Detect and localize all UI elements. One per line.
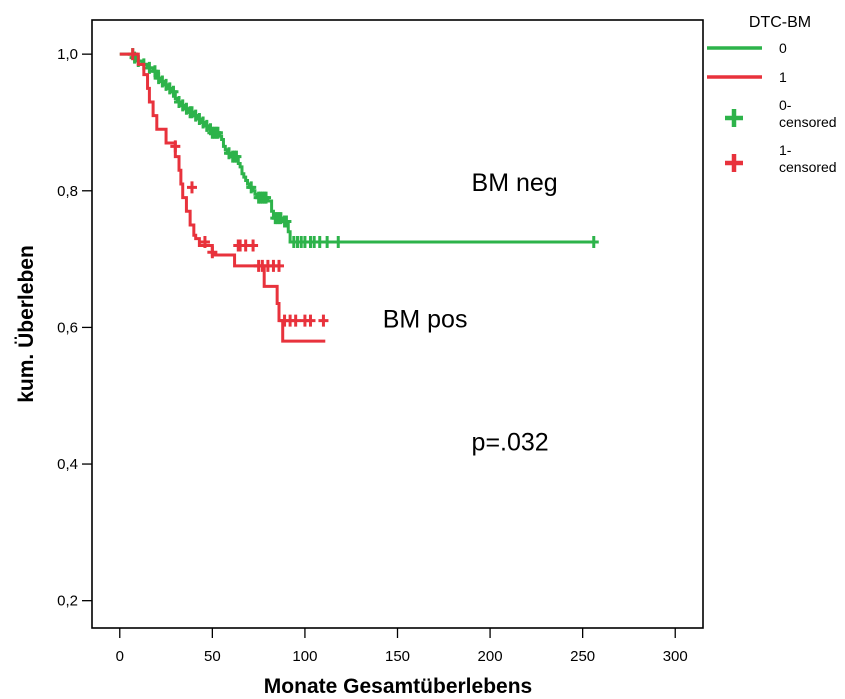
series-layer (119, 48, 599, 343)
legend-label: 0-censored (779, 97, 837, 130)
series-0-censor-mark (212, 126, 223, 139)
x-tick-label: 100 (292, 648, 317, 665)
series-1-censor-mark (199, 236, 210, 249)
annotation-layer: BM neg BM pos p=.032 (383, 169, 558, 457)
series-1-censor-mark (274, 259, 285, 272)
series-1-censor-mark (290, 314, 301, 327)
legend-title: DTC-BM (749, 14, 811, 31)
y-tick-label: 0,6 (57, 319, 78, 336)
legend-label: 1 (779, 69, 787, 85)
series-0-censor-mark (168, 85, 179, 98)
x-tick-label: 250 (570, 648, 595, 665)
series-1-curve (119, 52, 326, 343)
y-tick-label: 0,2 (57, 593, 78, 610)
legend-label: 0 (779, 40, 787, 56)
series-1-censor-mark (186, 181, 197, 194)
series-0-censor-mark (144, 61, 155, 74)
series-0-censor-mark (246, 181, 257, 194)
series-1-censor-mark (318, 314, 329, 327)
x-tick-label: 200 (478, 648, 503, 665)
series-0-censor-mark (333, 236, 344, 249)
x-axis-ticks: 0 50 100 150 200 250 300 (116, 628, 688, 665)
series-0-censor-mark (588, 236, 599, 249)
series-0-censor-mark (231, 150, 242, 163)
annotation-label: BM pos (383, 305, 468, 333)
series-1-censor-mark (127, 48, 138, 61)
legend: DTC-BM 0 1 0-censored 1-censored (707, 14, 837, 175)
series-1-censor-mark (248, 239, 259, 252)
y-tick-label: 0,4 (57, 456, 78, 473)
series-1-censor-mark (305, 314, 316, 327)
annotation-label: p=.032 (472, 428, 549, 456)
series-0-censor-mark (322, 236, 333, 249)
y-axis-ticks: 0,2 0,4 0,6 0,8 1,0 (57, 46, 92, 610)
series-0-censor-mark (281, 215, 292, 228)
annotation-label: BM neg (472, 169, 558, 197)
x-axis-label: Monate Gesamtüberlebens (264, 675, 532, 698)
legend-marker-swatch (725, 154, 743, 172)
y-tick-label: 1,0 (57, 46, 78, 63)
x-tick-label: 150 (385, 648, 410, 665)
series-1-censor-mark (170, 140, 181, 153)
x-tick-label: 50 (204, 648, 221, 665)
series-0-censor-mark (261, 191, 272, 204)
series-1-censor-mark (207, 246, 218, 259)
x-tick-label: 0 (116, 648, 124, 665)
legend-marker-swatch (725, 109, 743, 127)
x-tick-label: 300 (663, 648, 688, 665)
legend-label: 1-censored (779, 142, 837, 175)
y-axis-label: kum. Überleben (15, 245, 38, 403)
y-tick-label: 0,8 (57, 183, 78, 200)
series-0-censor-mark (149, 65, 160, 78)
